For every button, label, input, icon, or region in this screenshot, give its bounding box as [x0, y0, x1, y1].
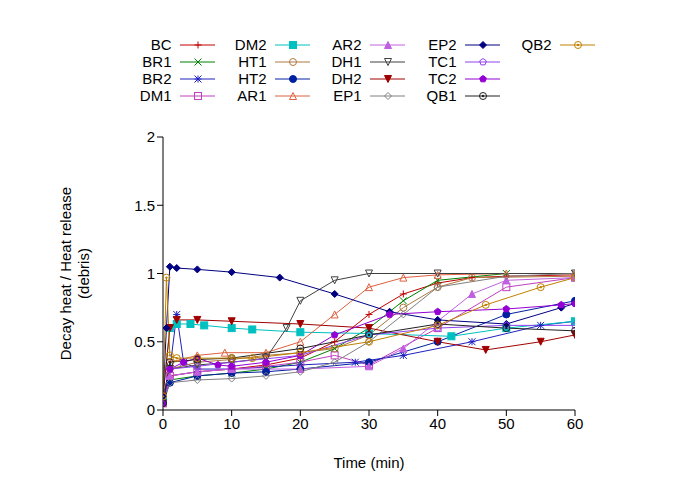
svg-text:1: 1 [147, 265, 155, 282]
svg-text:0.5: 0.5 [134, 333, 155, 350]
html-text:BC: BC [150, 36, 172, 53]
html-text:BR2: BR2 [142, 70, 172, 87]
svg-text:50: 50 [498, 415, 515, 432]
svg-text:20: 20 [292, 415, 309, 432]
html-text:BR1: BR1 [142, 53, 172, 70]
html-text:DM2: DM2 [234, 36, 267, 53]
html-text:DH1: DH1 [331, 53, 362, 70]
html-text:EP2: EP2 [428, 36, 457, 53]
svg-text:2: 2 [147, 128, 155, 145]
html-text:QB1: QB1 [426, 87, 457, 104]
html-text:TC1: TC1 [428, 53, 457, 70]
svg-text:0: 0 [147, 401, 155, 418]
html-text:AR1: AR1 [237, 87, 267, 104]
svg-text:40: 40 [429, 415, 446, 432]
svg-text:10: 10 [223, 415, 240, 432]
html-text:HT1: HT1 [238, 53, 267, 70]
svg-text:Time (min): Time (min) [333, 454, 404, 471]
svg-text:1.5: 1.5 [134, 197, 155, 214]
html-text:DH2: DH2 [331, 70, 362, 87]
svg-text:30: 30 [361, 415, 378, 432]
html-text:AR2: AR2 [332, 36, 362, 53]
html-text:TC2: TC2 [428, 70, 457, 87]
svg-text:60: 60 [567, 415, 584, 432]
html-text:EP1: EP1 [333, 87, 362, 104]
html-text:QB2: QB2 [521, 36, 552, 53]
svg-text:0: 0 [159, 415, 167, 432]
html-text:HT2: HT2 [238, 70, 267, 87]
html-text:DM1: DM1 [139, 87, 172, 104]
svg-text:Decay heat / Heat release(debr: Decay heat / Heat release(debris) [57, 187, 92, 360]
